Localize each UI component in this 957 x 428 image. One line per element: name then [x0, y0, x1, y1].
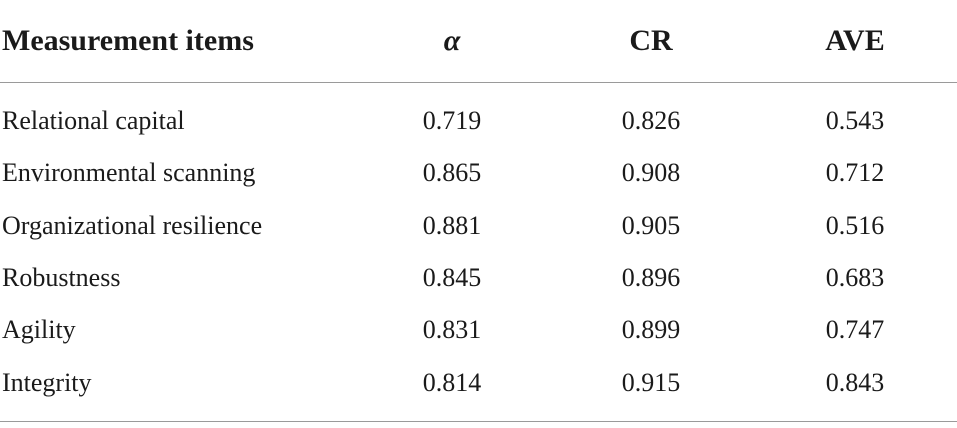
cr-value: 0.915	[621, 367, 681, 397]
ave-value: 0.712	[825, 158, 885, 188]
row-label: Integrity	[2, 367, 92, 397]
alpha-value: 0.814	[422, 367, 482, 397]
alpha-value: 0.719	[422, 106, 482, 136]
row-label: Organizational resilience	[2, 210, 263, 240]
spacer-cell	[0, 83, 957, 96]
table-row: Integrity 0.814 0.915 0.843	[0, 356, 957, 408]
header-alpha: α	[345, 0, 549, 83]
header-measurement-items: Measurement items	[0, 0, 345, 83]
spacer-row	[0, 83, 957, 96]
alpha-value: 0.831	[422, 315, 482, 345]
spacer-cell	[0, 408, 957, 422]
table-row: Organizational resilience 0.881 0.905 0.…	[0, 200, 957, 252]
table-row: Robustness 0.845 0.896 0.683	[0, 252, 957, 304]
alpha-value: 0.865	[422, 158, 482, 188]
cr-value: 0.899	[621, 315, 681, 345]
header-row: Measurement items α CR AVE	[0, 0, 957, 83]
ave-value: 0.747	[825, 315, 885, 345]
ave-value: 0.516	[825, 210, 885, 240]
cr-value: 0.896	[621, 263, 681, 293]
cr-value: 0.826	[621, 106, 681, 136]
ave-value: 0.843	[825, 367, 885, 397]
cr-value: 0.908	[621, 158, 681, 188]
ave-value: 0.683	[825, 263, 885, 293]
table-row: Environmental scanning 0.865 0.908 0.712	[0, 147, 957, 199]
row-label: Agility	[2, 315, 76, 345]
table-row: Relational capital 0.719 0.826 0.543	[0, 95, 957, 147]
table-header: Measurement items α CR AVE	[0, 0, 957, 83]
table-row: Agility 0.831 0.899 0.747	[0, 304, 957, 356]
alpha-value: 0.845	[422, 263, 482, 293]
header-cr: CR	[549, 0, 753, 83]
cr-value: 0.905	[621, 210, 681, 240]
spacer-row	[0, 408, 957, 422]
row-label: Environmental scanning	[2, 158, 256, 188]
row-label: Relational capital	[2, 106, 185, 136]
header-ave: AVE	[753, 0, 957, 83]
table-body: Relational capital 0.719 0.826 0.543 Env…	[0, 83, 957, 422]
ave-value: 0.543	[825, 106, 885, 136]
row-label: Robustness	[2, 263, 121, 293]
alpha-value: 0.881	[422, 210, 482, 240]
